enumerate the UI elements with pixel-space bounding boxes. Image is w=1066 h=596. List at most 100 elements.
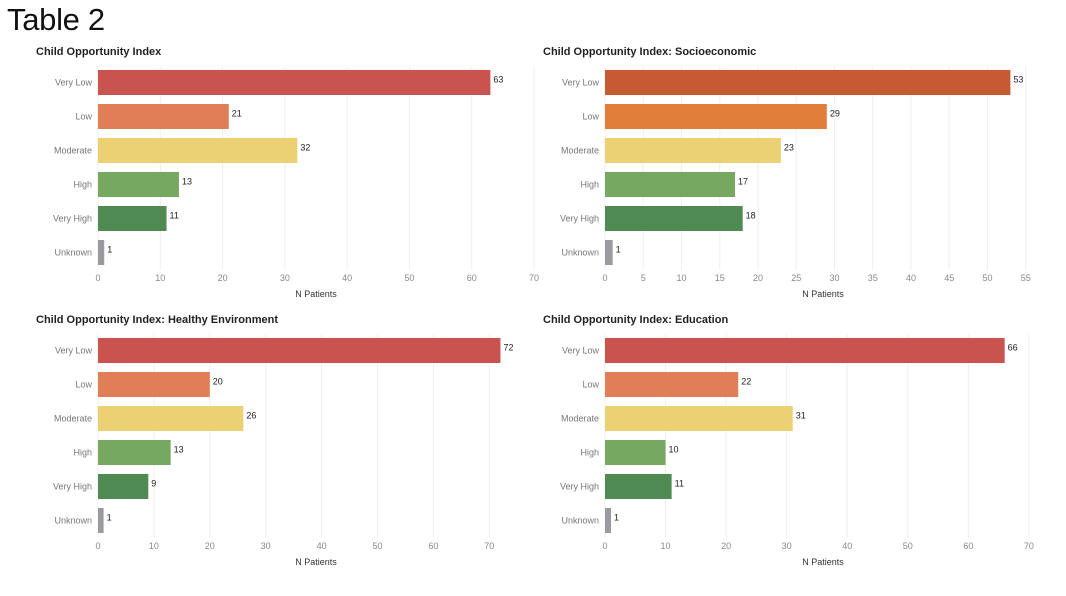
x-tick-label: 60 bbox=[428, 541, 438, 551]
x-tick-label: 20 bbox=[721, 541, 731, 551]
category-label: High bbox=[580, 448, 599, 458]
bar-unknown bbox=[605, 508, 612, 533]
x-tick-label: 15 bbox=[715, 273, 725, 283]
category-label: Unknown bbox=[561, 248, 599, 258]
x-tick-label: 70 bbox=[1024, 541, 1034, 551]
bar-very-low bbox=[605, 70, 1011, 95]
x-tick-label: 40 bbox=[842, 541, 852, 551]
category-label: Moderate bbox=[561, 146, 599, 156]
bar-very-high bbox=[605, 474, 672, 499]
chart-coi-healthy-environment: Child Opportunity Index: Healthy Environ… bbox=[36, 314, 546, 569]
bar-very-high bbox=[98, 474, 149, 499]
category-label: Unknown bbox=[561, 516, 599, 526]
x-tick-label: 35 bbox=[868, 273, 878, 283]
page-title: Table 2 bbox=[7, 2, 105, 37]
value-label: 26 bbox=[246, 411, 256, 421]
x-tick-label: 50 bbox=[404, 273, 414, 283]
x-tick-label: 30 bbox=[782, 541, 792, 551]
x-tick-label: 10 bbox=[149, 541, 159, 551]
value-label: 13 bbox=[182, 177, 192, 187]
bar-high bbox=[98, 440, 171, 465]
category-label: High bbox=[73, 180, 92, 190]
x-tick-label: 55 bbox=[1021, 273, 1031, 283]
value-label: 11 bbox=[675, 479, 684, 489]
value-label: 13 bbox=[174, 445, 184, 455]
category-label: High bbox=[73, 448, 92, 458]
bar-very-low bbox=[98, 70, 491, 95]
bar-low bbox=[605, 104, 827, 129]
bar-moderate bbox=[605, 138, 781, 163]
bar-low bbox=[98, 372, 210, 397]
category-label: Moderate bbox=[54, 414, 92, 424]
chart-title: Child Opportunity Index: Education bbox=[543, 314, 729, 326]
bar-very-low bbox=[605, 338, 1005, 363]
value-label: 72 bbox=[503, 343, 513, 353]
x-tick-label: 60 bbox=[467, 273, 477, 283]
chart-coi-socioeconomic: Child Opportunity Index: Socioeconomic V… bbox=[543, 46, 1053, 301]
x-tick-label: 5 bbox=[641, 273, 646, 283]
bar-unknown bbox=[605, 240, 613, 265]
value-label: 11 bbox=[170, 211, 179, 221]
category-label: Very Low bbox=[562, 78, 600, 88]
category-label: Unknown bbox=[54, 248, 92, 258]
x-tick-label: 20 bbox=[753, 273, 763, 283]
x-axis-title: N Patients bbox=[295, 289, 337, 299]
value-label: 1 bbox=[614, 513, 619, 523]
chart-title: Child Opportunity Index bbox=[36, 46, 162, 58]
bar-high bbox=[98, 172, 179, 197]
category-label: Very High bbox=[53, 482, 92, 492]
bar-low bbox=[605, 372, 739, 397]
bar-high bbox=[605, 440, 666, 465]
value-label: 21 bbox=[232, 109, 242, 119]
bar-unknown bbox=[98, 508, 104, 533]
x-tick-label: 10 bbox=[661, 541, 671, 551]
x-tick-label: 10 bbox=[676, 273, 686, 283]
bar-very-high bbox=[98, 206, 167, 231]
value-label: 9 bbox=[151, 479, 156, 489]
x-tick-label: 70 bbox=[484, 541, 494, 551]
x-tick-label: 45 bbox=[944, 273, 954, 283]
x-axis-title: N Patients bbox=[802, 289, 844, 299]
x-axis-title: N Patients bbox=[295, 557, 337, 567]
x-tick-label: 25 bbox=[791, 273, 801, 283]
x-tick-label: 20 bbox=[205, 541, 215, 551]
category-label: Moderate bbox=[54, 146, 92, 156]
chart-coi-overall: Child Opportunity Index Very Low 63 Low 21 M… bbox=[36, 46, 546, 301]
chart-title: Child Opportunity Index: Healthy Environ… bbox=[36, 314, 279, 326]
x-tick-label: 20 bbox=[218, 273, 228, 283]
bar-moderate bbox=[98, 406, 244, 431]
value-label: 1 bbox=[616, 245, 621, 255]
category-label: Very Low bbox=[562, 346, 600, 356]
bar-very-high bbox=[605, 206, 743, 231]
x-tick-label: 40 bbox=[906, 273, 916, 283]
category-label: Low bbox=[582, 380, 599, 390]
value-label: 32 bbox=[300, 143, 310, 153]
x-tick-label: 30 bbox=[280, 273, 290, 283]
x-tick-label: 30 bbox=[261, 541, 271, 551]
x-tick-label: 0 bbox=[602, 273, 607, 283]
category-label: Very High bbox=[53, 214, 92, 224]
category-label: Very Low bbox=[55, 346, 93, 356]
category-label: High bbox=[580, 180, 599, 190]
value-label: 18 bbox=[746, 211, 756, 221]
value-label: 23 bbox=[784, 143, 794, 153]
category-label: Low bbox=[75, 112, 92, 122]
bar-unknown bbox=[98, 240, 105, 265]
bar-chart: Very Low 63 Low 21 Moderate 32 High 13 Very High… bbox=[53, 66, 539, 299]
category-label: Moderate bbox=[561, 414, 599, 424]
x-tick-label: 0 bbox=[95, 541, 100, 551]
chart-coi-education: Child Opportunity Index: Education Very … bbox=[543, 314, 1053, 569]
bar-low bbox=[98, 104, 229, 129]
value-label: 29 bbox=[830, 109, 840, 119]
value-label: 66 bbox=[1008, 343, 1018, 353]
x-tick-label: 40 bbox=[317, 541, 327, 551]
value-label: 10 bbox=[669, 445, 679, 455]
x-tick-label: 0 bbox=[95, 273, 100, 283]
value-label: 1 bbox=[107, 245, 112, 255]
value-label: 22 bbox=[741, 377, 751, 387]
bar-high bbox=[605, 172, 736, 197]
chart-title: Child Opportunity Index: Socioeconomic bbox=[543, 46, 757, 58]
category-label: Low bbox=[582, 112, 599, 122]
bar-chart: Very Low 53 Low 29 Moderate 23 High 17 Very High… bbox=[560, 66, 1031, 299]
